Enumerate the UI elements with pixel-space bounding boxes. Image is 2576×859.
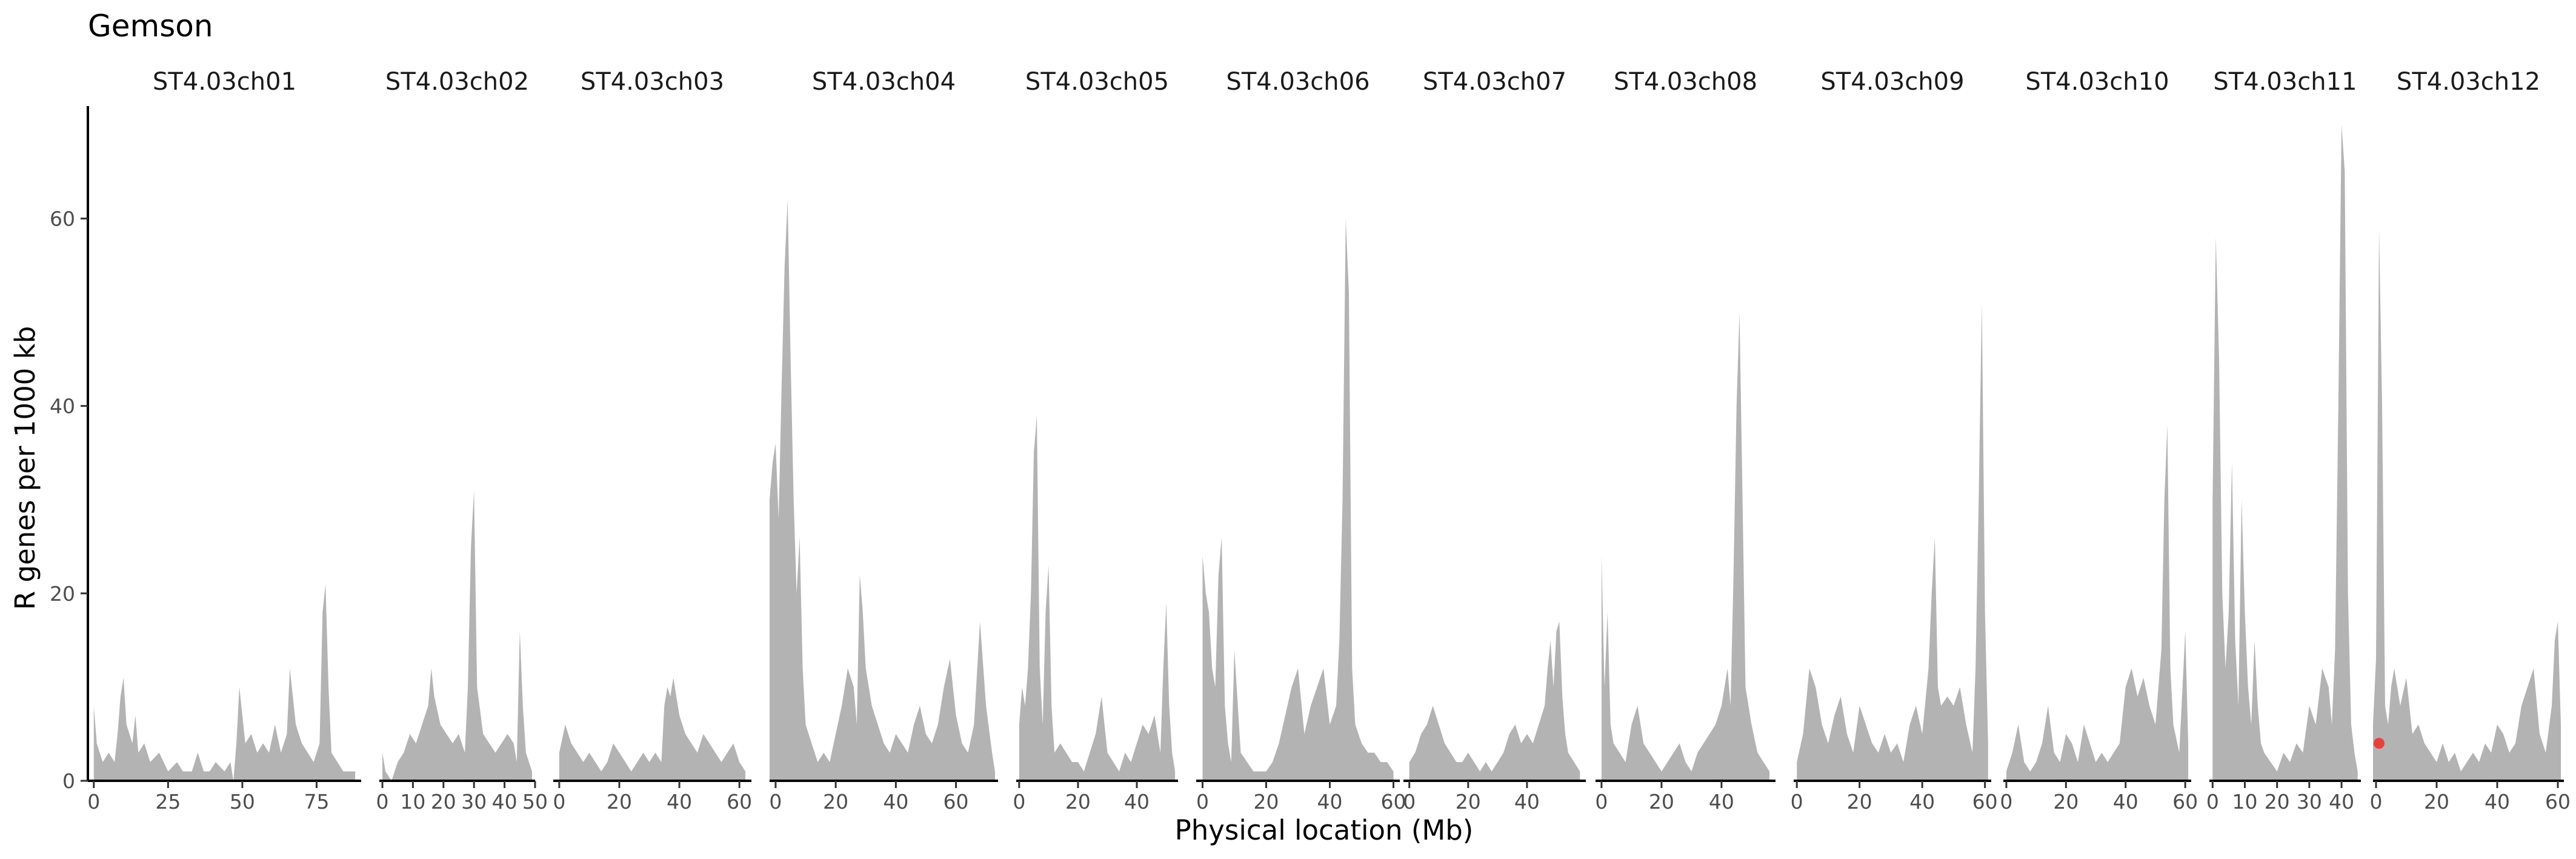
x-tick-label: 10: [2232, 790, 2258, 814]
panel-ST4.03ch07: ST4.03ch07 0 20 40: [1403, 68, 1586, 814]
x-tick-label: 75: [304, 790, 329, 814]
area-series: [1202, 218, 1394, 781]
x-tick-label: 60: [2172, 790, 2198, 814]
panel-ST4.03ch10: ST4.03ch10 0 20 40 60: [2000, 68, 2198, 814]
panel-strip-label: ST4.03ch01: [153, 68, 296, 96]
x-tick-label: 25: [155, 790, 181, 814]
panel-ST4.03ch11: ST4.03ch11 0 10 20 30 40: [2206, 68, 2361, 814]
panel-ST4.03ch05: ST4.03ch05 0 20 40: [1013, 68, 1178, 814]
x-tick-label: 40: [1317, 790, 1343, 814]
x-tick-label: 40: [2484, 790, 2510, 814]
area-series: [382, 490, 532, 781]
x-tick-label: 20: [2424, 790, 2449, 814]
x-tick-label: 40: [2113, 790, 2138, 814]
x-tick-label: 0: [2370, 790, 2383, 814]
area-series: [2006, 424, 2189, 781]
panel-ST4.03ch06: ST4.03ch06 0 20 40 60: [1196, 68, 1406, 814]
chart-title: Gemson: [88, 8, 213, 44]
area-series: [1409, 621, 1580, 781]
panel-ST4.03ch01: ST4.03ch01 0 25 50 75: [87, 68, 361, 814]
x-tick-label: 40: [1124, 790, 1150, 814]
x-tick-label: 0: [1791, 790, 1803, 814]
panel-strip-label: ST4.03ch04: [812, 68, 956, 96]
x-tick-label: 60: [1972, 790, 1998, 814]
panel-ST4.03ch09: ST4.03ch09 0 20 40 60: [1791, 68, 1998, 814]
x-tick-label: 20: [607, 790, 632, 814]
panel-strip-label: ST4.03ch06: [1226, 68, 1370, 96]
x-tick-label: 0: [2206, 790, 2219, 814]
x-tick-label: 20: [2053, 790, 2078, 814]
x-tick-label: 20: [1065, 790, 1091, 814]
area-series: [770, 199, 995, 781]
area-series: [1019, 415, 1176, 781]
x-tick-label: 60: [1381, 790, 1406, 814]
x-tick-label: 50: [522, 790, 548, 814]
x-axis-title: Physical location (Mb): [1175, 814, 1474, 846]
x-tick-label: 20: [1649, 790, 1674, 814]
x-tick-label: 40: [667, 790, 692, 814]
x-tick-label: 30: [2297, 790, 2322, 814]
panel-strip-label: ST4.03ch02: [385, 68, 529, 96]
panel-ST4.03ch03: ST4.03ch03 0 20 40 60: [553, 68, 752, 814]
x-tick-label: 60: [2545, 790, 2571, 814]
panel-ST4.03ch04: ST4.03ch04 0 20 40 60: [769, 68, 998, 814]
area-series: [559, 678, 746, 781]
y-tick-label: 20: [50, 582, 75, 606]
y-tick-label: 40: [50, 395, 75, 418]
x-tick-label: 0: [1403, 790, 1416, 814]
x-tick-label: 40: [492, 790, 518, 814]
x-tick-label: 60: [944, 790, 969, 814]
x-tick-label: 20: [1254, 790, 1279, 814]
panel-strip-label: ST4.03ch12: [2397, 68, 2540, 96]
x-tick-label: 30: [461, 790, 487, 814]
panel-strip-label: ST4.03ch05: [1025, 68, 1169, 96]
x-tick-label: 50: [230, 790, 255, 814]
x-tick-label: 40: [2329, 790, 2354, 814]
highlight-point: [2374, 738, 2385, 749]
panel-strip-label: ST4.03ch03: [581, 68, 724, 96]
area-series: [1601, 312, 1770, 781]
x-tick-label: 40: [1709, 790, 1734, 814]
x-tick-label: 20: [823, 790, 848, 814]
panel-ST4.03ch02: ST4.03ch02 0 10 20 30 40 50: [376, 68, 548, 814]
x-tick-label: 0: [376, 790, 389, 814]
x-tick-label: 60: [727, 790, 752, 814]
x-tick-label: 0: [2000, 790, 2012, 814]
x-tick-label: 20: [1847, 790, 1872, 814]
x-tick-label: 0: [1013, 790, 1025, 814]
x-tick-label: 0: [553, 790, 565, 814]
x-tick-label: 0: [769, 790, 782, 814]
x-tick-label: 20: [2265, 790, 2290, 814]
panel-ST4.03ch08: ST4.03ch08 0 20 40: [1595, 68, 1776, 814]
y-tick-label: 60: [50, 207, 75, 231]
x-tick-label: 20: [1456, 790, 1481, 814]
panel-ST4.03ch12: ST4.03ch12 0 20 40 60: [2370, 68, 2571, 814]
area-series: [93, 584, 356, 781]
x-tick-label: 40: [883, 790, 908, 814]
x-tick-label: 0: [1196, 790, 1209, 814]
x-tick-label: 0: [87, 790, 100, 814]
x-tick-label: 0: [1595, 790, 1608, 814]
x-tick-label: 40: [1909, 790, 1935, 814]
panel-strip-label: ST4.03ch10: [2025, 68, 2169, 96]
y-tick-label: 0: [62, 769, 75, 793]
x-tick-label: 20: [431, 790, 456, 814]
area-series: [1797, 302, 1988, 781]
panel-strip-label: ST4.03ch07: [1423, 68, 1566, 96]
area-series: [2373, 228, 2561, 781]
panel-strip-label: ST4.03ch08: [1614, 68, 1757, 96]
panel-strip-label: ST4.03ch11: [2213, 68, 2357, 96]
x-tick-label: 10: [400, 790, 425, 814]
x-tick-label: 40: [1514, 790, 1540, 814]
y-axis-title: R genes per 1000 kb: [9, 326, 41, 610]
area-series: [2212, 124, 2358, 781]
panel-strip-label: ST4.03ch09: [1820, 68, 1964, 96]
y-axis: 0 20 40 60: [50, 106, 89, 793]
